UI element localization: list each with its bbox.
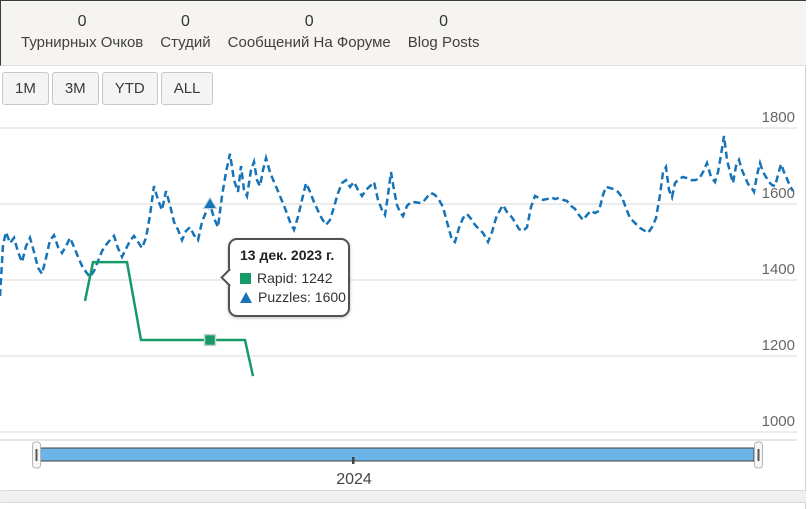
rapid-line — [83, 260, 255, 377]
tooltip-rapid-text: Rapid: 1242 — [257, 270, 333, 286]
stat-studies: 0 Студий — [160, 12, 210, 53]
rating-chart: 1000 1200 1400 1600 1800 2024 — [0, 109, 797, 488]
tooltip-date: 13 дек. 2023 г. — [240, 247, 335, 263]
navigator-range-bar[interactable] — [39, 447, 755, 462]
x-axis-tick — [352, 457, 355, 464]
stats-strip: 0 Турнирных Очков 0 Студий 0 Сообщений Н… — [0, 0, 806, 66]
stat-label: Студий — [160, 34, 211, 51]
range-button-ytd[interactable]: YTD — [101, 72, 158, 105]
x-axis-label: 2024 — [336, 471, 372, 488]
tooltip-row-rapid: Rapid: 1242 — [240, 269, 338, 288]
collapsed-section-bar[interactable] — [0, 490, 806, 503]
chart-tooltip: 13 дек. 2023 г. Rapid: 1242 Puzzles: 160… — [228, 238, 350, 317]
y-axis-label: 1400 — [762, 261, 795, 278]
y-axis-label: 1800 — [762, 109, 795, 126]
y-axis-label: 1600 — [762, 185, 795, 202]
stat-label: Сообщений На Форуме — [227, 34, 391, 51]
y-axis-label: 1200 — [762, 337, 795, 354]
puzzles-line — [0, 135, 795, 297]
stat-value: 0 — [439, 13, 449, 30]
puzzles-triangle-icon — [240, 292, 252, 303]
range-button-all[interactable]: ALL — [160, 72, 214, 105]
range-button-group: 1M 3M YTD ALL — [2, 72, 214, 105]
rapid-marker[interactable] — [203, 333, 217, 347]
y-axis-label: 1000 — [762, 413, 795, 430]
stat-tournament-points: 0 Турнирных Очков — [21, 12, 143, 53]
stat-blog-posts: 0 Blog Posts — [408, 12, 480, 53]
rapid-square-icon — [240, 273, 251, 284]
stat-value: 0 — [181, 13, 190, 30]
stat-label: Blog Posts — [407, 34, 480, 51]
stat-forum-posts: 0 Сообщений На Форуме — [228, 12, 391, 53]
range-button-1m[interactable]: 1M — [2, 72, 49, 105]
stat-value: 0 — [77, 13, 87, 30]
tooltip-row-puzzles: Puzzles: 1600 — [240, 288, 346, 307]
stat-value: 0 — [304, 13, 314, 30]
tooltip-puzzles-text: Puzzles: 1600 — [258, 289, 346, 305]
range-button-3m[interactable]: 3M — [51, 72, 99, 105]
stat-label: Турнирных Очков — [21, 34, 144, 51]
puzzles-marker[interactable] — [202, 196, 218, 209]
